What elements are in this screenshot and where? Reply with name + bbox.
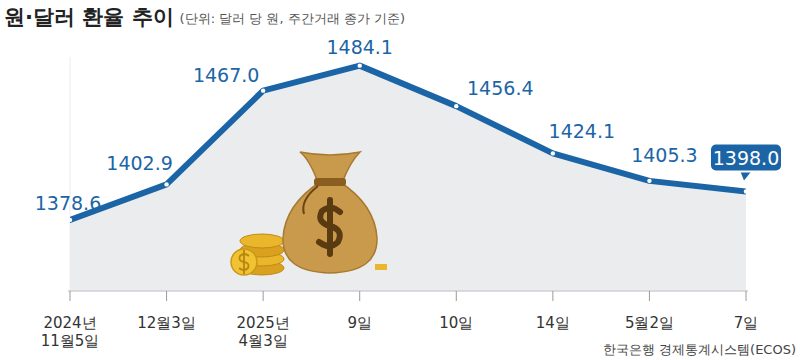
x-tick [70, 291, 71, 301]
chart-container: 원·달러 환율 추이(단위: 달러 당 원, 주간거래 종가 기준)2024년1… [0, 0, 800, 360]
area-fill [70, 66, 746, 291]
x-tick-label-line: 2024년 [43, 314, 96, 332]
x-tick-label-line: 5월2일 [625, 314, 674, 332]
x-tick [649, 291, 650, 301]
x-tick-label: 10일 [439, 314, 473, 332]
x-tick-label-line: 7일 [734, 314, 759, 332]
data-point [358, 63, 362, 67]
plot-area [70, 63, 746, 291]
title: 원·달러 환율 추이 [4, 5, 174, 29]
data-label: 1484.1 [326, 36, 392, 58]
coin-symbol [239, 250, 249, 274]
data-label: 1467.0 [193, 64, 259, 86]
x-tick-label: 14일 [536, 314, 570, 332]
x-tick-label-line: 11월5일 [41, 332, 100, 350]
subtitle: (단위: 달러 당 원, 주간거래 종가 기준) [180, 11, 405, 26]
data-line [70, 66, 746, 220]
x-tick-label: 2025년4월3일 [237, 314, 290, 350]
x-tick-label: 12월3일 [137, 314, 196, 332]
source: 한국은행 경제통계시스템(ECOS) [603, 342, 796, 357]
x-tick [263, 291, 264, 301]
data-point [647, 179, 651, 183]
x-tick-label: 5월2일 [625, 314, 674, 332]
bag-symbol [319, 200, 340, 254]
data-point [551, 151, 555, 155]
data-label: 1398.0 [713, 147, 779, 169]
coin-front [231, 249, 257, 275]
coin [375, 264, 387, 270]
data-label: 1456.4 [467, 77, 533, 99]
x-tick-label-line: 10일 [439, 314, 473, 332]
money-bag-icon [231, 152, 387, 275]
data-point [454, 104, 458, 108]
data-point [744, 189, 746, 193]
x-tick-label-line: 4월3일 [239, 332, 288, 350]
x-tick-label-line: 14일 [536, 314, 570, 332]
data-label: 1402.9 [106, 152, 172, 174]
data-label: 1424.1 [549, 120, 615, 142]
coin [240, 234, 284, 248]
data-point [70, 218, 72, 222]
x-tick-label-line: 12월3일 [137, 314, 196, 332]
x-tick [746, 291, 747, 301]
bag-body [283, 182, 377, 273]
x-tick-label-line: 9일 [347, 314, 372, 332]
x-tick [359, 291, 360, 301]
x-tick-label: 7일 [734, 314, 759, 332]
data-label: 1378.6 [35, 192, 101, 214]
x-tick [456, 291, 457, 301]
chart-svg: 원·달러 환율 추이(단위: 달러 당 원, 주간거래 종가 기준)2024년1… [0, 0, 800, 360]
data-point [164, 182, 168, 186]
data-point [261, 88, 265, 92]
x-tick-label-line: 2025년 [237, 314, 290, 332]
bag-tie [314, 178, 346, 186]
x-tick-label: 9일 [347, 314, 372, 332]
x-tick [552, 291, 553, 301]
x-tick-label: 2024년11월5일 [41, 314, 100, 350]
data-label: 1405.3 [631, 144, 697, 166]
label-box [710, 144, 782, 172]
x-axis-line [68, 290, 748, 292]
x-tick [166, 291, 167, 301]
bag-string [303, 186, 318, 214]
